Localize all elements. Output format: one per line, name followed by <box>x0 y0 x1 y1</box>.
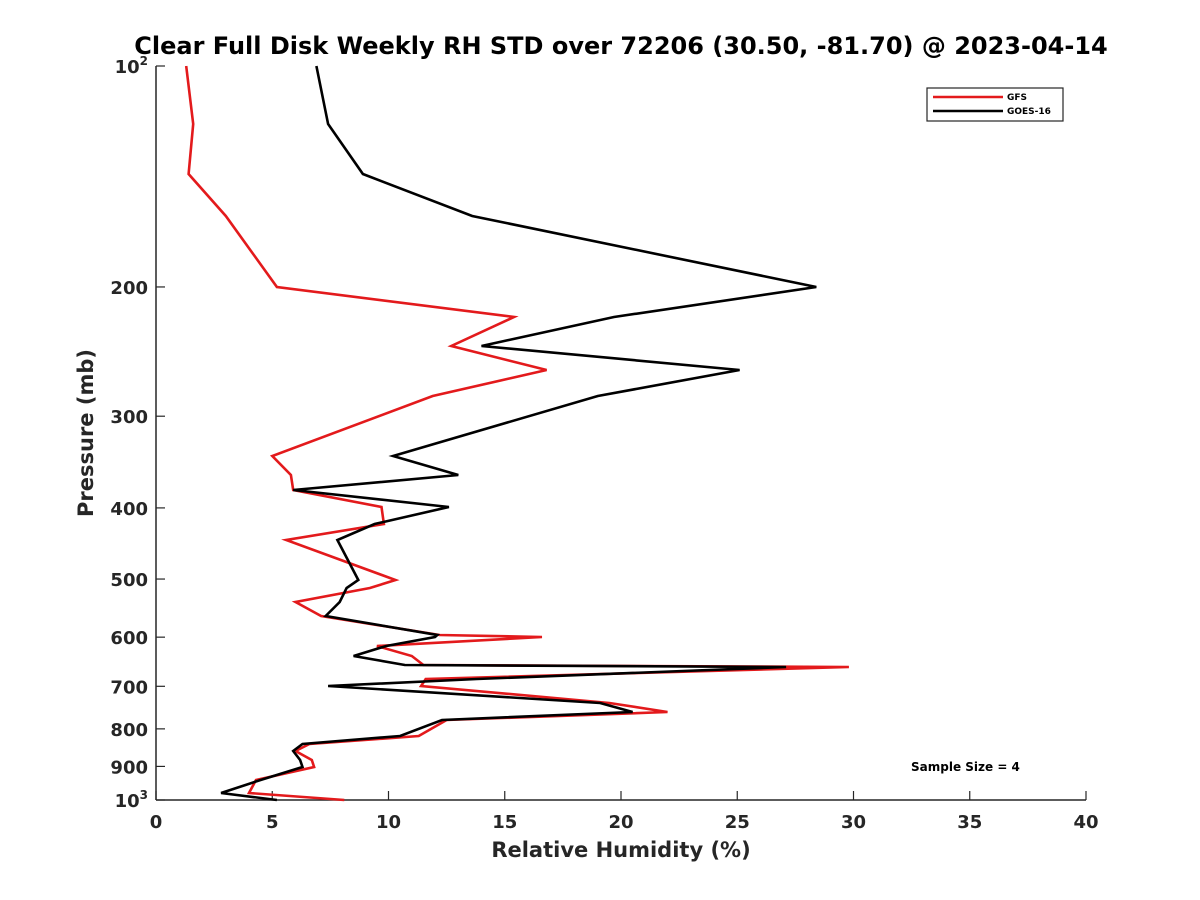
y-tick-label: 600 <box>110 628 148 649</box>
y-tick-label: 103 <box>115 788 148 812</box>
x-axis-label: Relative Humidity (%) <box>491 838 750 862</box>
legend: GFS GOES-16 <box>926 87 1064 122</box>
legend-label-goes16: GOES-16 <box>1007 107 1051 117</box>
x-tick-label: 30 <box>841 812 866 833</box>
x-tick-label: 0 <box>150 812 163 833</box>
x-tick-label: 20 <box>608 812 633 833</box>
sample-size-annotation: Sample Size = 4 <box>911 760 1020 774</box>
y-tick-label: 800 <box>110 720 148 741</box>
y-tick-label: 300 <box>110 407 148 428</box>
y-tick-label: 400 <box>110 499 148 520</box>
y-tick-label: 700 <box>110 677 148 698</box>
y-tick-label: 200 <box>110 278 148 299</box>
y-tick-label: 500 <box>110 570 148 591</box>
y-tick-label: 900 <box>110 757 148 778</box>
legend-box <box>926 87 1064 122</box>
plot-area: 0 5 10 15 20 25 30 35 40 102 200 300 400 500 600 700 800… <box>110 54 1098 833</box>
series-line-goes-16 <box>220 65 817 802</box>
x-tick-label: 15 <box>492 812 517 833</box>
y-tick-label: 102 <box>115 54 148 78</box>
x-tick-label: 10 <box>376 812 401 833</box>
x-tick-label: 40 <box>1073 812 1098 833</box>
x-tick-label: 5 <box>266 812 279 833</box>
x-tick-label: 35 <box>957 812 982 833</box>
chart-title: Clear Full Disk Weekly RH STD over 72206… <box>134 32 1107 60</box>
y-axis-label: Pressure (mb) <box>74 349 98 517</box>
legend-label-gfs: GFS <box>1007 93 1027 103</box>
x-tick-label: 25 <box>725 812 750 833</box>
